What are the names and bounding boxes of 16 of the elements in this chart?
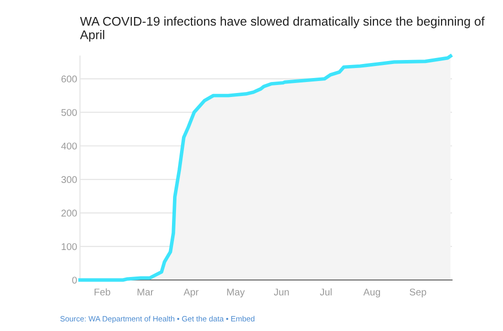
x-tick-label: Jul [320,288,332,296]
x-tick-label: Mar [138,288,154,296]
x-tick-label: May [227,288,245,298]
y-tick-label: 200 [61,210,77,217]
chart-title: WA COVID-19 infections have slowed dramatically since the beginning of April [80,16,485,42]
y-tick-label: 0 [72,276,77,284]
x-tick-label: Apr [184,288,199,298]
x-tick-label: Jun [274,288,289,296]
y-tick-label: 300 [61,176,77,184]
x-tick-label: Aug [363,288,380,298]
y-tick-label: 400 [61,142,77,150]
y-tick-label: 500 [61,109,77,116]
y-tick-label: 100 [62,243,77,250]
y-tick-label: 600 [61,76,77,82]
x-tick-label: Feb [94,288,110,296]
x-tick-label: Sep [410,288,426,298]
